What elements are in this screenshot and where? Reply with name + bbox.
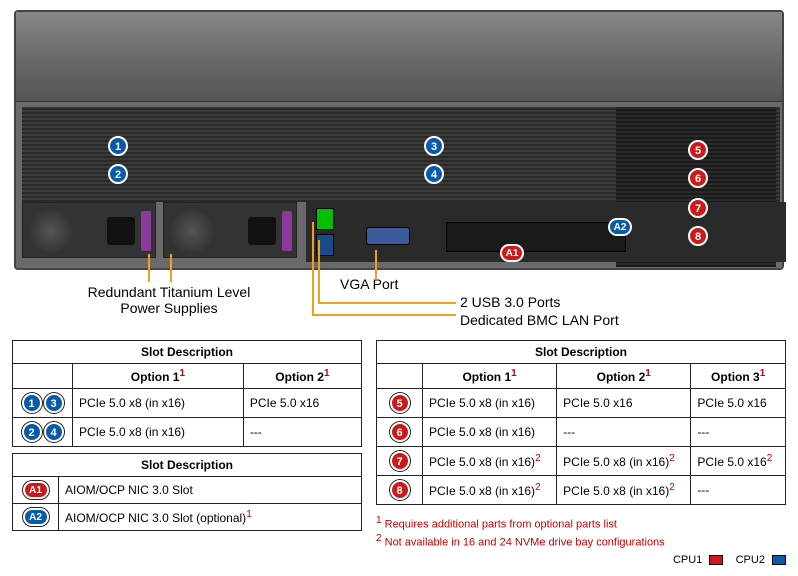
table-cell: PCIe 5.0 x16: [243, 389, 361, 418]
table-row: 8PCIe 5.0 x8 (in x16)2PCIe 5.0 x8 (in x1…: [377, 476, 786, 505]
slot-badge-a1: A1: [500, 244, 524, 262]
table-header-blank: [13, 364, 73, 389]
table-cell: PCIe 5.0 x162: [691, 447, 786, 476]
psu-fan-icon: [168, 207, 216, 255]
table-col-header: Option 31: [691, 364, 786, 389]
callout-line: [318, 302, 456, 304]
table-row: 7PCIe 5.0 x8 (in x16)2PCIe 5.0 x8 (in x1…: [377, 447, 786, 476]
psu-1: [22, 202, 156, 258]
callout-line: [148, 254, 150, 282]
server-diagram: 1 2 3 4 5 6 7 8 A1 A2 Redundant Titanium…: [0, 0, 798, 340]
table-cell: ---: [691, 476, 786, 505]
footnotes: 1 Requires additional parts from optiona…: [376, 511, 786, 548]
badge-cell: 13: [13, 389, 73, 418]
table-cell: PCIe 5.0 x8 (in x16): [423, 418, 557, 447]
table-col-header: Option 21: [243, 364, 361, 389]
slot-badge-a2: A2: [608, 218, 632, 236]
table-cell: ---: [557, 418, 691, 447]
bmc-lan-port-icon: [316, 208, 334, 230]
slot-badge-5: 5: [688, 140, 708, 160]
psu-handle-icon: [141, 211, 151, 251]
slot-table-aiom: Slot Description A1 AIOM/OCP NIC 3.0 Slo…: [12, 453, 362, 531]
callout-vga: VGA Port: [340, 276, 398, 292]
slot-badge-7: 7: [688, 198, 708, 218]
callout-line: [170, 254, 172, 282]
badge-cell: A2: [13, 504, 59, 531]
psu-handle-icon: [282, 211, 292, 251]
table-cell: PCIe 5.0 x8 (in x16): [423, 389, 557, 418]
right-tables: Slot Description Option 11 Option 21 Opt…: [376, 340, 786, 566]
tables-container: Slot Description Option 11 Option 21 13 …: [0, 340, 798, 576]
table-header-blank: [377, 364, 423, 389]
footnote-2: 2 Not available in 16 and 24 NVMe drive …: [376, 533, 786, 549]
badge-cell: 5: [377, 389, 423, 418]
psu-fan-icon: [27, 207, 75, 255]
legend-cpu1-label: CPU1: [673, 554, 702, 566]
nic-card-icon: [446, 222, 626, 252]
table-cell: AIOM/OCP NIC 3.0 Slot (optional)1: [59, 504, 362, 531]
vga-port-icon: [366, 227, 410, 245]
table-header: Slot Description: [13, 454, 362, 477]
badge-cell: 8: [377, 476, 423, 505]
left-tables: Slot Description Option 11 Option 21 13 …: [12, 340, 362, 566]
callout-usb: 2 USB 3.0 Ports: [460, 294, 560, 310]
table-row: A2 AIOM/OCP NIC 3.0 Slot (optional)1: [13, 504, 362, 531]
footnote-1: 1 Requires additional parts from optiona…: [376, 515, 786, 531]
psu-bay: [22, 202, 302, 262]
slot-badge-1: 1: [108, 136, 128, 156]
badge-cell: 7: [377, 447, 423, 476]
chassis-lid: [16, 12, 782, 102]
table-col-header: Option 21: [557, 364, 691, 389]
table-row: 24 PCIe 5.0 x8 (in x16) ---: [13, 418, 362, 447]
table-cell: ---: [243, 418, 361, 447]
table-row: 5PCIe 5.0 x8 (in x16)PCIe 5.0 x16PCIe 5.…: [377, 389, 786, 418]
legend-cpu1-swatch: [709, 555, 723, 565]
callout-line: [375, 250, 377, 280]
table-cell: PCIe 5.0 x8 (in x16)2: [557, 447, 691, 476]
slot-badge-6: 6: [688, 168, 708, 188]
badge-cell: A1: [13, 477, 59, 504]
table-cell: PCIe 5.0 x8 (in x16): [73, 389, 244, 418]
table-cell: ---: [691, 418, 786, 447]
psu-2: [163, 202, 297, 258]
slot-badge-3: 3: [424, 136, 444, 156]
table-row: A1 AIOM/OCP NIC 3.0 Slot: [13, 477, 362, 504]
badge-cell: 6: [377, 418, 423, 447]
psu-plug-icon: [248, 217, 276, 245]
cpu-legend: CPU1 CPU2: [673, 554, 786, 566]
callout-line: [312, 314, 456, 316]
table-cell: PCIe 5.0 x8 (in x16): [73, 418, 244, 447]
table-header: Slot Description: [377, 341, 786, 364]
table-cell: PCIe 5.0 x16: [557, 389, 691, 418]
slot-badge-4: 4: [424, 164, 444, 184]
slot-badge-8: 8: [688, 226, 708, 246]
callout-bmc: Dedicated BMC LAN Port: [460, 312, 619, 328]
table-header: Slot Description: [13, 341, 362, 364]
io-panel: [306, 202, 786, 262]
table-col-header: Option 11: [423, 364, 557, 389]
slot-table-cpu1: Slot Description Option 11 Option 21 Opt…: [376, 340, 786, 505]
slot-table-cpu2: Slot Description Option 11 Option 21 13 …: [12, 340, 362, 447]
callout-psu: Redundant Titanium Level Power Supplies: [54, 284, 284, 316]
callout-line: [318, 240, 320, 302]
table-row: 6PCIe 5.0 x8 (in x16)------: [377, 418, 786, 447]
legend-cpu2-label: CPU2: [736, 554, 765, 566]
legend-cpu2-swatch: [772, 555, 786, 565]
table-cell: PCIe 5.0 x8 (in x16)2: [423, 476, 557, 505]
slot-badge-2: 2: [108, 164, 128, 184]
table-cell: PCIe 5.0 x16: [691, 389, 786, 418]
table-cell: AIOM/OCP NIC 3.0 Slot: [59, 477, 362, 504]
table-cell: PCIe 5.0 x8 (in x16)2: [423, 447, 557, 476]
table-cell: PCIe 5.0 x8 (in x16)2: [557, 476, 691, 505]
psu-plug-icon: [107, 217, 135, 245]
table-col-header: Option 11: [73, 364, 244, 389]
server-chassis: [14, 10, 784, 270]
callout-line: [312, 222, 314, 314]
badge-cell: 24: [13, 418, 73, 447]
table-row: 13 PCIe 5.0 x8 (in x16) PCIe 5.0 x16: [13, 389, 362, 418]
